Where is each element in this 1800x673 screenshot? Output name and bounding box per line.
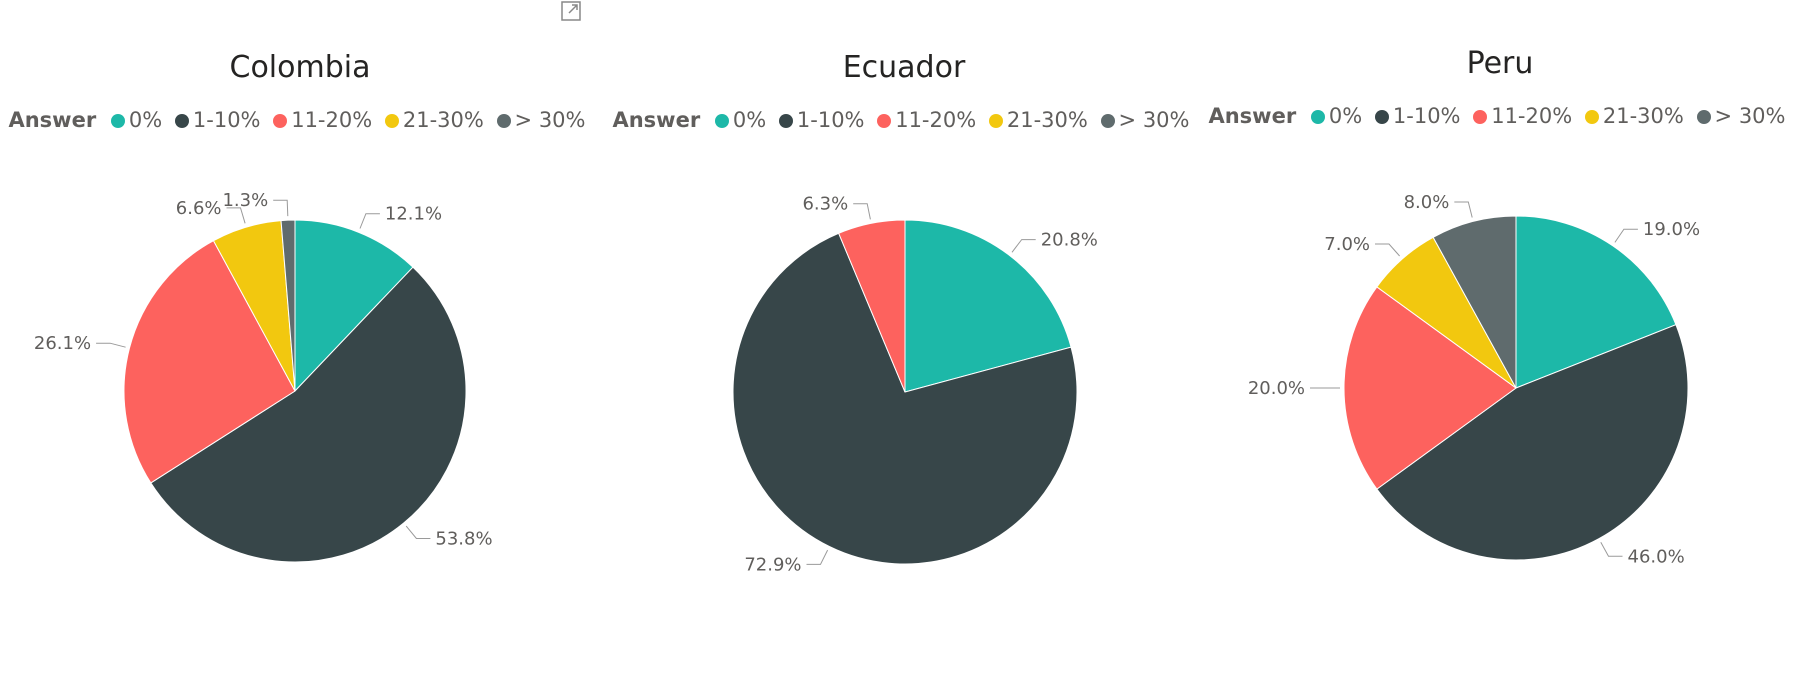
- legend-label: > 30%: [1714, 104, 1786, 128]
- legend-label: 11-20%: [895, 108, 977, 132]
- data-label: 53.8%: [435, 529, 492, 550]
- legend-label: 1-10%: [1392, 104, 1461, 128]
- legend-title: Answer: [1208, 104, 1297, 128]
- legend-item-3[interactable]: 21-30%: [384, 108, 484, 132]
- legend-item-4[interactable]: > 30%: [1696, 104, 1786, 128]
- legend-item-1[interactable]: 1-10%: [174, 108, 261, 132]
- chart-panel-ecuador: Ecuador Answer 0% 1-10% 11-20% 21-30% > …: [604, 0, 1204, 673]
- data-label: 6.6%: [176, 198, 222, 219]
- data-label: 72.9%: [744, 554, 801, 575]
- legend-item-4[interactable]: > 30%: [1100, 108, 1190, 132]
- legend-dot: [174, 114, 189, 128]
- legend-dot: [877, 114, 892, 128]
- pie-slice-0[interactable]: [294, 219, 414, 393]
- leader-line: [1375, 243, 1400, 257]
- legend-dot: [273, 114, 288, 128]
- legend-label: > 30%: [514, 108, 586, 132]
- legend-label: > 30%: [1118, 108, 1190, 132]
- leader-line: [226, 207, 246, 224]
- leader-line: [1600, 541, 1623, 557]
- legend-label: 1-10%: [192, 108, 261, 132]
- pie-slice-4[interactable]: [280, 219, 296, 392]
- chart-title: Peru: [1466, 46, 1534, 81]
- legend-dot: [496, 114, 511, 128]
- data-label: 20.0%: [1248, 378, 1305, 399]
- pie-slice-4[interactable]: [1432, 215, 1517, 389]
- legend-label: 21-30%: [402, 108, 484, 132]
- leader-line: [1614, 228, 1638, 243]
- pie-slice-2[interactable]: [838, 219, 906, 393]
- pie-chart: 19.0% 46.0% 20.0% 7.0% 8.0%: [1248, 192, 1700, 567]
- legend-item-3[interactable]: 21-30%: [1584, 104, 1684, 128]
- data-label: 46.0%: [1628, 546, 1685, 567]
- chart-panel-peru: Peru Answer 0% 1-10% 11-20% 21-30% > 30%…: [1200, 0, 1800, 673]
- leader-line: [405, 525, 431, 539]
- legend-dot: [778, 114, 793, 128]
- legend-dot: [110, 114, 125, 128]
- expand-icon[interactable]: [560, 0, 582, 22]
- data-label: 20.8%: [1041, 230, 1098, 251]
- chart-panel-colombia: Colombia Answer 0% 1-10% 11-20% 21-30% >…: [0, 0, 600, 673]
- legend-item-0[interactable]: 0%: [1310, 104, 1363, 128]
- legend-item-4[interactable]: > 30%: [496, 108, 586, 132]
- legend-dot: [1310, 110, 1325, 124]
- legend-label: 21-30%: [1602, 104, 1684, 128]
- legend-item-2[interactable]: 11-20%: [1473, 104, 1572, 128]
- data-label: 12.1%: [385, 204, 442, 225]
- legend-item-2[interactable]: 11-20%: [877, 108, 976, 132]
- chart-title: Colombia: [229, 50, 371, 85]
- pie-slice-2[interactable]: [1343, 286, 1517, 490]
- legend-label: 0%: [1328, 104, 1363, 128]
- legend-dot: [1374, 110, 1389, 124]
- data-label: 19.0%: [1643, 219, 1700, 240]
- legend-title: Answer: [8, 108, 97, 132]
- legend-label: 11-20%: [291, 108, 373, 132]
- pie-slice-0[interactable]: [904, 219, 1072, 393]
- legend-label: 11-20%: [1491, 104, 1573, 128]
- legend-dot: [988, 114, 1003, 128]
- leader-line: [806, 549, 829, 565]
- legend-item-0[interactable]: 0%: [110, 108, 163, 132]
- pie-slice-1[interactable]: [150, 266, 467, 563]
- legend-dot: [714, 114, 729, 128]
- legend-label: 0%: [732, 108, 767, 132]
- pie-slice-1[interactable]: [732, 232, 1078, 565]
- legend-item-3[interactable]: 21-30%: [988, 108, 1088, 132]
- pie-slice-0[interactable]: [1515, 215, 1677, 389]
- data-label: 6.3%: [802, 194, 848, 215]
- legend-dot: [384, 114, 399, 128]
- legend-dot: [1473, 110, 1488, 124]
- leader-line: [359, 213, 380, 229]
- data-label: 1.3%: [222, 190, 268, 211]
- data-label: 7.0%: [1324, 234, 1370, 255]
- legend-dot: [1696, 110, 1711, 124]
- pie-chart: 12.1% 53.8% 26.1% 6.6% 1.3%: [34, 190, 493, 563]
- chart-legend: Answer 0% 1-10% 11-20% 21-30% > 30%: [0, 108, 600, 132]
- pie-slice-2[interactable]: [123, 240, 296, 484]
- legend-item-1[interactable]: 1-10%: [1374, 104, 1461, 128]
- legend-label: 1-10%: [796, 108, 865, 132]
- chart-legend: Answer 0% 1-10% 11-20% 21-30% > 30%: [1200, 104, 1800, 128]
- data-label: 8.0%: [1404, 192, 1450, 213]
- legend-label: 21-30%: [1006, 108, 1088, 132]
- legend-item-1[interactable]: 1-10%: [778, 108, 865, 132]
- leader-line: [273, 199, 289, 217]
- legend-dot: [1100, 114, 1115, 128]
- legend-item-0[interactable]: 0%: [714, 108, 767, 132]
- legend-item-2[interactable]: 11-20%: [273, 108, 372, 132]
- leader-line: [96, 342, 126, 348]
- chart-title: Ecuador: [842, 50, 966, 85]
- legend-label: 0%: [128, 108, 163, 132]
- leader-line: [1454, 201, 1473, 218]
- legend-title: Answer: [612, 108, 701, 132]
- leader-line: [1011, 239, 1036, 253]
- legend-dot: [1584, 110, 1599, 124]
- data-label: 26.1%: [34, 333, 91, 354]
- pie-chart: 20.8% 72.9% 6.3%: [732, 194, 1098, 575]
- pie-slice-1[interactable]: [1376, 324, 1689, 561]
- chart-legend: Answer 0% 1-10% 11-20% 21-30% > 30%: [604, 108, 1204, 132]
- leader-line: [853, 203, 871, 220]
